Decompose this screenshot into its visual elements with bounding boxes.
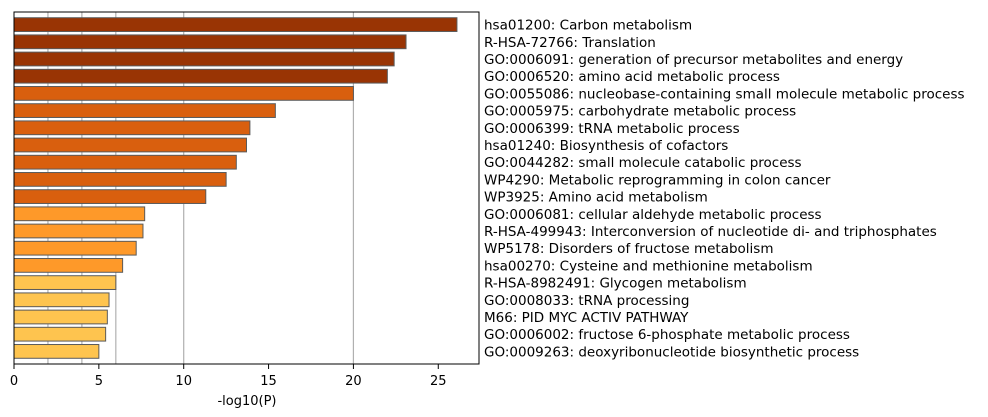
category-labels: hsa01200: Carbon metabolismR-HSA-72766: …	[484, 18, 965, 361]
category-label: hsa01240: Biosynthesis of cofactors	[484, 138, 728, 154]
category-label: GO:0006520: amino acid metabolic process	[484, 69, 780, 85]
bar	[13, 120, 251, 136]
category-label: GO:0006002: fructose 6-phosphate metabol…	[484, 327, 850, 343]
category-label: GO:0006399: tRNA metabolic process	[484, 121, 740, 137]
category-label: hsa00270: Cysteine and methionine metabo…	[484, 258, 813, 274]
bar	[13, 309, 108, 325]
x-axis-ticks: 0 5 10 15 20 25	[10, 364, 447, 389]
bar	[13, 172, 227, 187]
bar	[13, 240, 137, 256]
category-label: WP4290: Metabolic reprogramming in colon…	[484, 172, 831, 188]
bar	[13, 17, 458, 32]
bar	[13, 223, 144, 239]
bar	[13, 326, 107, 342]
bar	[13, 258, 124, 273]
x-axis-label: -log10(P)	[217, 394, 276, 409]
category-label: R-HSA-499943: Interconversion of nucleot…	[484, 224, 937, 240]
bar	[13, 68, 388, 84]
bar-layer	[13, 17, 458, 359]
category-label: WP5178: Disorders of fructose metabolism	[484, 241, 774, 257]
category-label: GO:0008033: tRNA processing	[484, 293, 689, 309]
bar	[13, 103, 276, 118]
category-label: GO:0055086: nucleobase-containing small …	[484, 86, 965, 102]
category-label: M66: PID MYC ACTIV PATHWAY	[484, 310, 689, 326]
bar	[13, 275, 117, 290]
bar	[13, 344, 100, 359]
x-tick-label: 25	[430, 374, 447, 389]
axes-frame	[13, 11, 480, 365]
x-tick-label: 5	[95, 374, 103, 389]
category-label: R-HSA-72766: Translation	[484, 35, 656, 51]
category-label: GO:0006081: cellular aldehyde metabolic …	[484, 207, 822, 223]
category-label: R-HSA-8982491: Glycogen metabolism	[484, 276, 747, 292]
bar	[13, 137, 247, 153]
category-label: GO:0009263: deoxyribonucleotide biosynth…	[484, 344, 859, 360]
x-tick-label: 0	[10, 374, 18, 389]
bar	[13, 34, 407, 50]
bar	[13, 51, 395, 67]
category-label: WP3925: Amino acid metabolism	[484, 190, 708, 206]
bar	[13, 154, 237, 170]
x-tick-label: 20	[345, 374, 362, 389]
category-label: GO:0005975: carbohydrate metabolic proce…	[484, 104, 796, 120]
category-label: GO:0044282: small molecule catabolic pro…	[484, 155, 802, 171]
category-label: hsa01200: Carbon metabolism	[484, 18, 692, 34]
category-label: GO:0006091: generation of precursor meta…	[484, 52, 903, 68]
x-tick-label: 10	[175, 374, 192, 389]
bar	[13, 86, 354, 101]
bar	[13, 292, 110, 308]
plot-frame	[13, 11, 480, 365]
bar	[13, 189, 207, 204]
bar	[13, 206, 146, 222]
x-tick-label: 15	[260, 374, 277, 389]
